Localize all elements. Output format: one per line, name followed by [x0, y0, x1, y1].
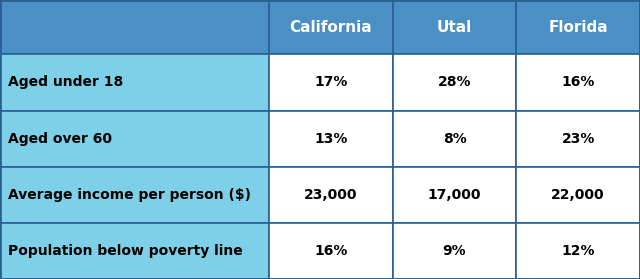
- Text: 16%: 16%: [314, 244, 348, 258]
- Text: 23%: 23%: [561, 132, 595, 146]
- Bar: [0, 0, 269, 54]
- Text: 28%: 28%: [438, 76, 471, 90]
- Text: Florida: Florida: [548, 20, 608, 35]
- Text: 12%: 12%: [561, 244, 595, 258]
- Bar: [0, 223, 269, 279]
- Text: Population below poverty line: Population below poverty line: [8, 244, 243, 258]
- Bar: [269, 167, 393, 223]
- Bar: [516, 110, 640, 167]
- Bar: [393, 0, 516, 54]
- Bar: [393, 167, 516, 223]
- Bar: [516, 223, 640, 279]
- Text: 9%: 9%: [443, 244, 467, 258]
- Bar: [516, 54, 640, 110]
- Text: 13%: 13%: [314, 132, 348, 146]
- Bar: [269, 223, 393, 279]
- Bar: [393, 54, 516, 110]
- Bar: [269, 0, 393, 54]
- Text: 17,000: 17,000: [428, 188, 481, 202]
- Text: 23,000: 23,000: [304, 188, 358, 202]
- Text: Utal: Utal: [437, 20, 472, 35]
- Text: Aged under 18: Aged under 18: [8, 76, 123, 90]
- Bar: [393, 110, 516, 167]
- Bar: [0, 54, 269, 110]
- Bar: [0, 167, 269, 223]
- Text: 8%: 8%: [443, 132, 467, 146]
- Text: Average income per person ($): Average income per person ($): [8, 188, 251, 202]
- Bar: [516, 0, 640, 54]
- Bar: [0, 110, 269, 167]
- Bar: [269, 110, 393, 167]
- Text: 22,000: 22,000: [552, 188, 605, 202]
- Text: California: California: [289, 20, 372, 35]
- Bar: [393, 223, 516, 279]
- Text: Aged over 60: Aged over 60: [8, 132, 112, 146]
- Text: 17%: 17%: [314, 76, 348, 90]
- Bar: [269, 54, 393, 110]
- Text: 16%: 16%: [561, 76, 595, 90]
- Bar: [516, 167, 640, 223]
